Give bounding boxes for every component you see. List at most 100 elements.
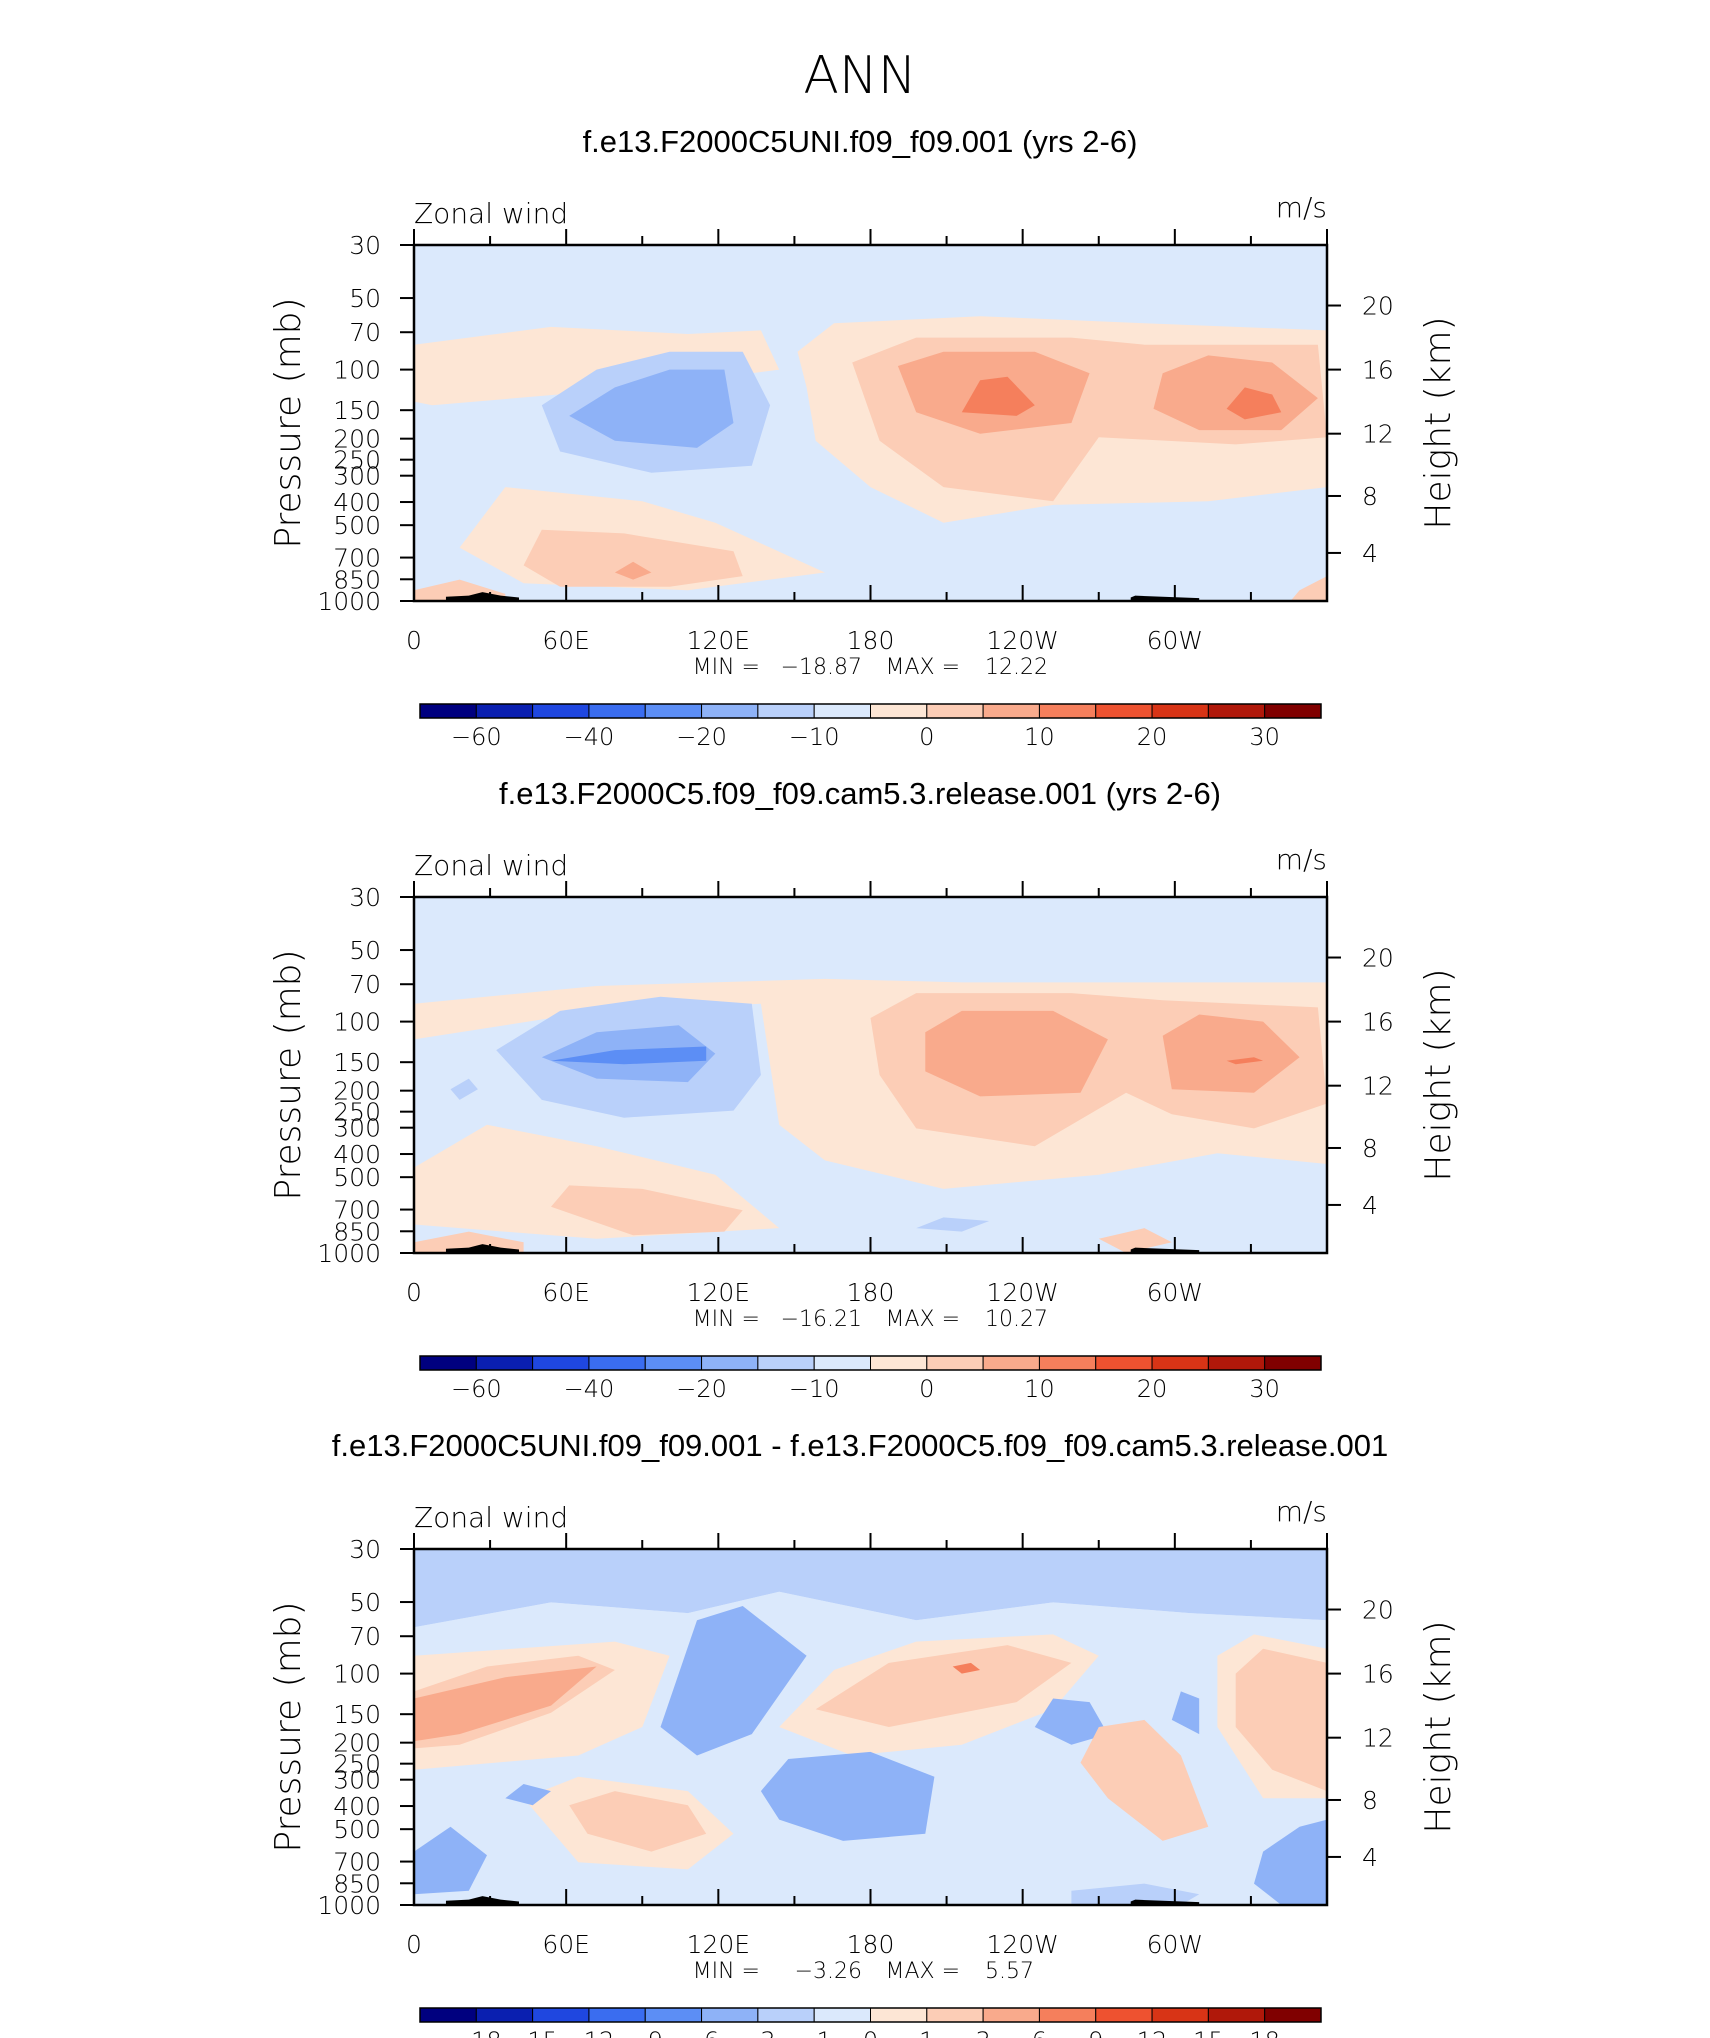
colorbar-swatch <box>1264 1355 1322 1371</box>
colorbar-swatch <box>926 1355 984 1371</box>
x-tick-label: 120W <box>986 1930 1058 1959</box>
y2-tick-label: 4 <box>1362 1191 1378 1220</box>
panel-title: f.e13.F2000C5UNI.f09_f09.001 - f.e13.F20… <box>332 1428 1388 1463</box>
colorbar-label: −18 <box>451 2027 502 2038</box>
stat-max-label: MAX = <box>885 1959 960 1984</box>
y-tick-label: 850 <box>333 1217 381 1246</box>
right-label: m/s <box>1276 843 1327 876</box>
y2-tick-label: 20 <box>1362 1596 1394 1625</box>
panel-1: f.e13.F2000C5UNI.f09_f09.001 (yrs 2-6) Zo… <box>268 124 1459 751</box>
colorbar-swatch <box>757 2007 815 2023</box>
colorbar-swatch <box>982 2007 1040 2023</box>
stat-max-value: 5.57 <box>985 1959 1034 1984</box>
x-tick-label: 120W <box>986 1278 1058 1307</box>
x-tick-label: 60E <box>542 1930 590 1959</box>
x-tick-label: 60W <box>1147 1278 1204 1307</box>
colorbar-swatch <box>813 1355 871 1371</box>
x-tick-label: 120E <box>687 1278 751 1307</box>
y-tick-label: 50 <box>349 1588 381 1617</box>
contour-region-12 <box>614 561 652 580</box>
contour-region-14 <box>1098 1228 1172 1253</box>
stat-max-value: 12.22 <box>985 655 1048 680</box>
y-tick-label: 100 <box>333 1660 381 1689</box>
y-tick-label: 850 <box>333 1869 381 1898</box>
stat-min-value: −16.21 <box>781 1307 862 1332</box>
colorbar-frame <box>419 703 1322 719</box>
y-tick-label: 300 <box>333 1114 381 1143</box>
contour-region-1 <box>414 326 780 406</box>
colorbar-label: −10 <box>789 1375 840 1403</box>
colorbar-label: 6 <box>1032 2027 1047 2038</box>
colorbar-label: −60 <box>451 723 502 751</box>
right-label: m/s <box>1276 191 1327 224</box>
contour-region-2 <box>414 1591 1327 1656</box>
y-tick-label: 200 <box>333 425 381 454</box>
colorbar-swatch <box>588 2007 646 2023</box>
contour-region-6 <box>961 376 1035 416</box>
y2-tick-label: 8 <box>1362 482 1378 511</box>
y-tick-label: 700 <box>333 1848 381 1877</box>
colorbar-swatch <box>419 1355 477 1371</box>
colorbar-label: 30 <box>1249 723 1280 751</box>
y2-tick-label: 16 <box>1362 1008 1394 1037</box>
contour-region-10 <box>760 1751 935 1841</box>
colorbar-swatch <box>475 703 534 719</box>
plot-area <box>414 897 1327 1253</box>
y-tick-label: 700 <box>333 1196 381 1225</box>
y2-tick-label: 12 <box>1362 420 1394 449</box>
colorbar-swatch <box>982 703 1040 719</box>
y-tick-label: 500 <box>333 1815 381 1844</box>
colorbar-label: −40 <box>564 723 615 751</box>
colorbar-label: 9 <box>1088 2027 1103 2038</box>
colorbar-swatch <box>1207 2007 1266 2023</box>
y2-tick-label: 4 <box>1362 539 1378 568</box>
y-tick-label: 50 <box>349 936 381 965</box>
panel-2: f.e13.F2000C5.f09_f09.cam5.3.release.001… <box>268 776 1459 1403</box>
x-tick-label: 0 <box>406 1930 422 1959</box>
contour-region-8 <box>551 1046 707 1065</box>
contour-region-1 <box>414 1549 1327 1628</box>
y2-tick-label: 20 <box>1362 944 1394 973</box>
colorbar-label: −9 <box>628 2027 663 2038</box>
left-label: Zonal wind <box>414 197 568 230</box>
y-tick-label: 500 <box>333 511 381 540</box>
colorbar-swatch <box>1038 1355 1097 1371</box>
x-tick-label: 180 <box>847 1930 895 1959</box>
colorbar-label: 10 <box>1024 1375 1055 1403</box>
colorbar-label: −60 <box>451 1375 502 1403</box>
colorbar-swatch <box>532 2007 590 2023</box>
contour-region-6 <box>660 1606 807 1756</box>
colorbar-swatch <box>1264 703 1322 719</box>
y-tick-label: 700 <box>333 544 381 573</box>
contour-region-7 <box>1226 387 1282 420</box>
y-tick-label: 1000 <box>317 587 381 616</box>
colorbar-swatch <box>532 703 590 719</box>
contour-region-9 <box>952 1662 981 1674</box>
panel-title: f.e13.F2000C5UNI.f09_f09.001 (yrs 2-6) <box>583 124 1138 159</box>
contour-region-17 <box>569 1791 707 1852</box>
contour-region-4 <box>1162 1014 1300 1093</box>
colorbar-label: 1 <box>919 2027 934 2038</box>
y-tick-label: 250 <box>333 1098 381 1127</box>
figure-title: ANN <box>803 46 916 106</box>
stat-max-value: 10.27 <box>985 1307 1048 1332</box>
colorbar-label: 10 <box>1024 723 1055 751</box>
y-axis-label: Pressure (mb) <box>268 949 309 1200</box>
y2-tick-label: 8 <box>1362 1786 1378 1815</box>
contour-region-15 <box>1235 1648 1327 1792</box>
y2-tick-label: 12 <box>1362 1724 1394 1753</box>
y2-tick-label: 8 <box>1362 1134 1378 1163</box>
y-tick-label: 30 <box>349 1535 381 1564</box>
colorbar-swatch <box>588 1355 646 1371</box>
contour-region-13 <box>1080 1719 1209 1841</box>
y-tick-label: 250 <box>333 446 381 475</box>
x-tick-label: 0 <box>406 626 422 655</box>
x-tick-label: 60W <box>1147 1930 1204 1959</box>
y-axis-label: Pressure (mb) <box>268 1601 309 1852</box>
colorbar-swatch <box>588 703 646 719</box>
y-tick-label: 300 <box>333 1766 381 1795</box>
y-tick-label: 150 <box>333 1048 381 1077</box>
y-tick-label: 70 <box>349 1622 381 1651</box>
y-tick-label: 400 <box>333 1792 381 1821</box>
